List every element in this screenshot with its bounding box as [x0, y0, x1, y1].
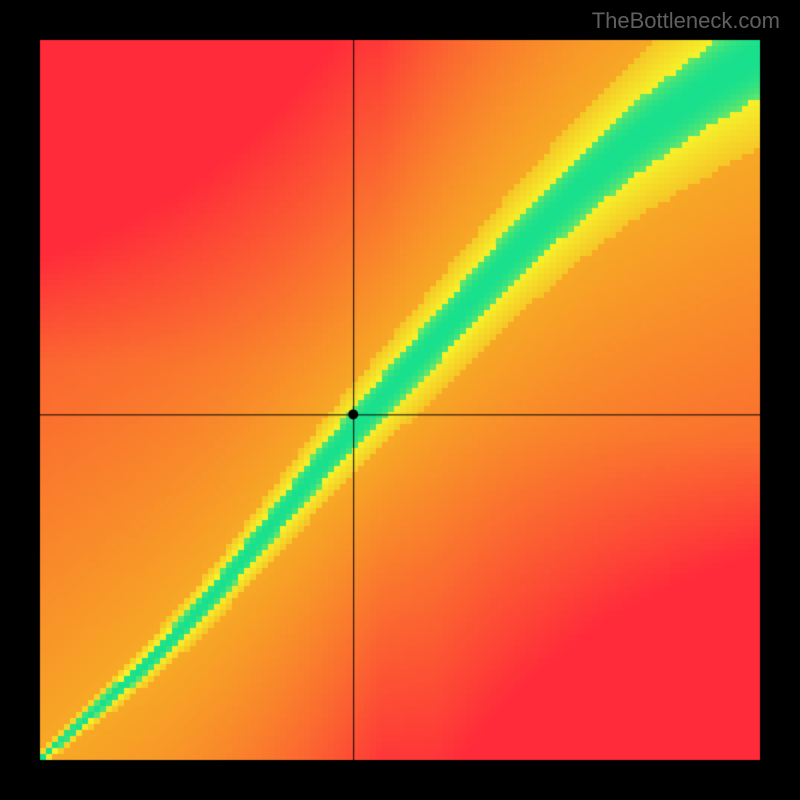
bottleneck-heatmap [0, 0, 800, 800]
chart-container: TheBottleneck.com [0, 0, 800, 800]
watermark-text: TheBottleneck.com [592, 8, 780, 34]
